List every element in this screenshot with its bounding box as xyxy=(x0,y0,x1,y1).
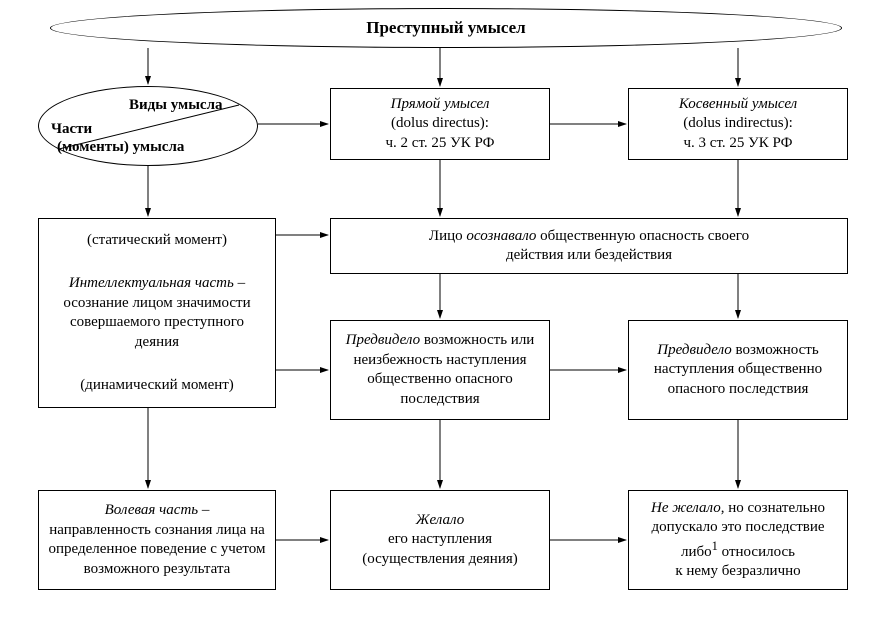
direct-latin: (dolus directus): xyxy=(391,114,489,134)
legend-ellipse: Виды умысла Части (моменты) умысла xyxy=(38,86,258,166)
awareness-line1: Лицо осознавало общественную опасность с… xyxy=(429,227,749,247)
intellectual-heading: Интеллектуальная часть xyxy=(69,275,234,291)
title-text: Преступный умысел xyxy=(366,18,525,38)
legend-bottom-line1: Части xyxy=(51,121,92,138)
foresee-indirect-box: Предвидело возможность наступления общес… xyxy=(628,320,848,420)
awareness-em: осознавало xyxy=(466,228,536,244)
title-ellipse: Преступный умысел xyxy=(50,8,842,48)
indirect-ref: ч. 3 ст. 25 УК РФ xyxy=(684,134,793,154)
wished-box: Желало его наступления (осуществления де… xyxy=(330,490,550,590)
not-wished-line2: допускало это последствие xyxy=(651,518,824,538)
awareness-pre: Лицо xyxy=(429,228,466,244)
direct-intent-box: Прямой умысел (dolus directus): ч. 2 ст.… xyxy=(330,88,550,160)
foresee-direct-em: Предвидело xyxy=(346,332,421,348)
foresee-direct-box: Предвидело возможность или неизбежность … xyxy=(330,320,550,420)
volitional-body: направленность сознания лица на определе… xyxy=(47,521,267,580)
indirect-intent-box: Косвенный умысел (dolus indirectus): ч. … xyxy=(628,88,848,160)
awareness-box: Лицо осознавало общественную опасность с… xyxy=(330,218,848,274)
direct-title: Прямой умысел xyxy=(391,96,490,112)
dynamic-moment-label: (динамический момент) xyxy=(80,376,234,396)
legend-top-label: Виды умысла xyxy=(129,97,223,114)
not-wished-line3-pre: либо xyxy=(681,544,712,560)
volitional-heading: Волевая часть xyxy=(105,502,198,518)
static-moment-label: (статический момент) xyxy=(87,231,227,251)
not-wished-box: Не желало, но сознательно допускало это … xyxy=(628,490,848,590)
intellectual-body: осознание лицом значимости совершаемого … xyxy=(49,294,265,353)
awareness-post: общественную опасность своего xyxy=(536,228,749,244)
awareness-line2: действия или бездействия xyxy=(506,246,672,266)
not-wished-line4: к нему безразлично xyxy=(675,562,800,582)
not-wished-em: Не желало xyxy=(651,500,721,516)
wished-line3: (осуществления деяния) xyxy=(362,550,518,570)
foresee-indirect-em: Предвидело xyxy=(657,342,732,358)
indirect-title: Косвенный умысел xyxy=(679,96,797,112)
not-wished-line3-post: относилось xyxy=(718,544,795,560)
intellectual-box: (статический момент) Интеллектуальная ча… xyxy=(38,218,276,408)
indirect-latin: (dolus indirectus): xyxy=(683,114,793,134)
volitional-box: Волевая часть – направленность сознания … xyxy=(38,490,276,590)
wished-line2: его наступления xyxy=(388,530,492,550)
not-wished-mid: , но сознательно xyxy=(721,500,825,516)
wished-em: Желало xyxy=(416,512,464,528)
direct-ref: ч. 2 ст. 25 УК РФ xyxy=(386,134,495,154)
legend-bottom-line2: (моменты) умысла xyxy=(57,139,184,156)
